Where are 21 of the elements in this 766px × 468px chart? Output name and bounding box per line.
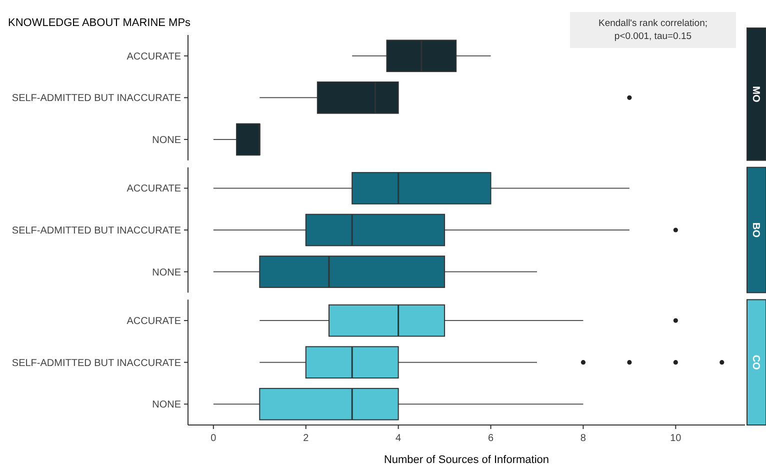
y-tick-label: ACCURATE xyxy=(126,316,182,328)
text: BO xyxy=(750,222,761,238)
x-tick-label: 2 xyxy=(303,433,310,444)
y-tick-label: NONE xyxy=(152,400,182,411)
y-tick-label: ACCURATE xyxy=(126,184,182,195)
y-tick-label: SELF-ADMITTED BUT INACCURATE xyxy=(12,93,182,104)
y-tick-label: SELF-ADMITTED BUT INACCURATE xyxy=(12,226,182,236)
text: CO xyxy=(750,354,761,370)
annotation: Kendall's rank correlation; p<0.001, tau=0.15 xyxy=(598,18,708,42)
y-tick-label: ACCURATE xyxy=(126,51,182,62)
x-tick-label: 4 xyxy=(396,433,402,444)
text: MO xyxy=(750,86,761,102)
x-tick-label: 10 xyxy=(670,433,682,444)
x-tick-label: 6 xyxy=(488,433,494,444)
x-tick-label: 0 xyxy=(210,433,217,444)
y-tick-label: SELF-ADMITTED BUT INACCURATE xyxy=(12,358,182,369)
text: KNOWLEDGE ABOUT MARINE MPs xyxy=(8,17,192,29)
x-tick-label: 8 xyxy=(580,433,586,444)
y-tick-label: NONE xyxy=(152,267,182,278)
y-tick-label: NONE xyxy=(152,134,182,146)
x-axis-title: Number of Sources of Information xyxy=(384,454,550,466)
